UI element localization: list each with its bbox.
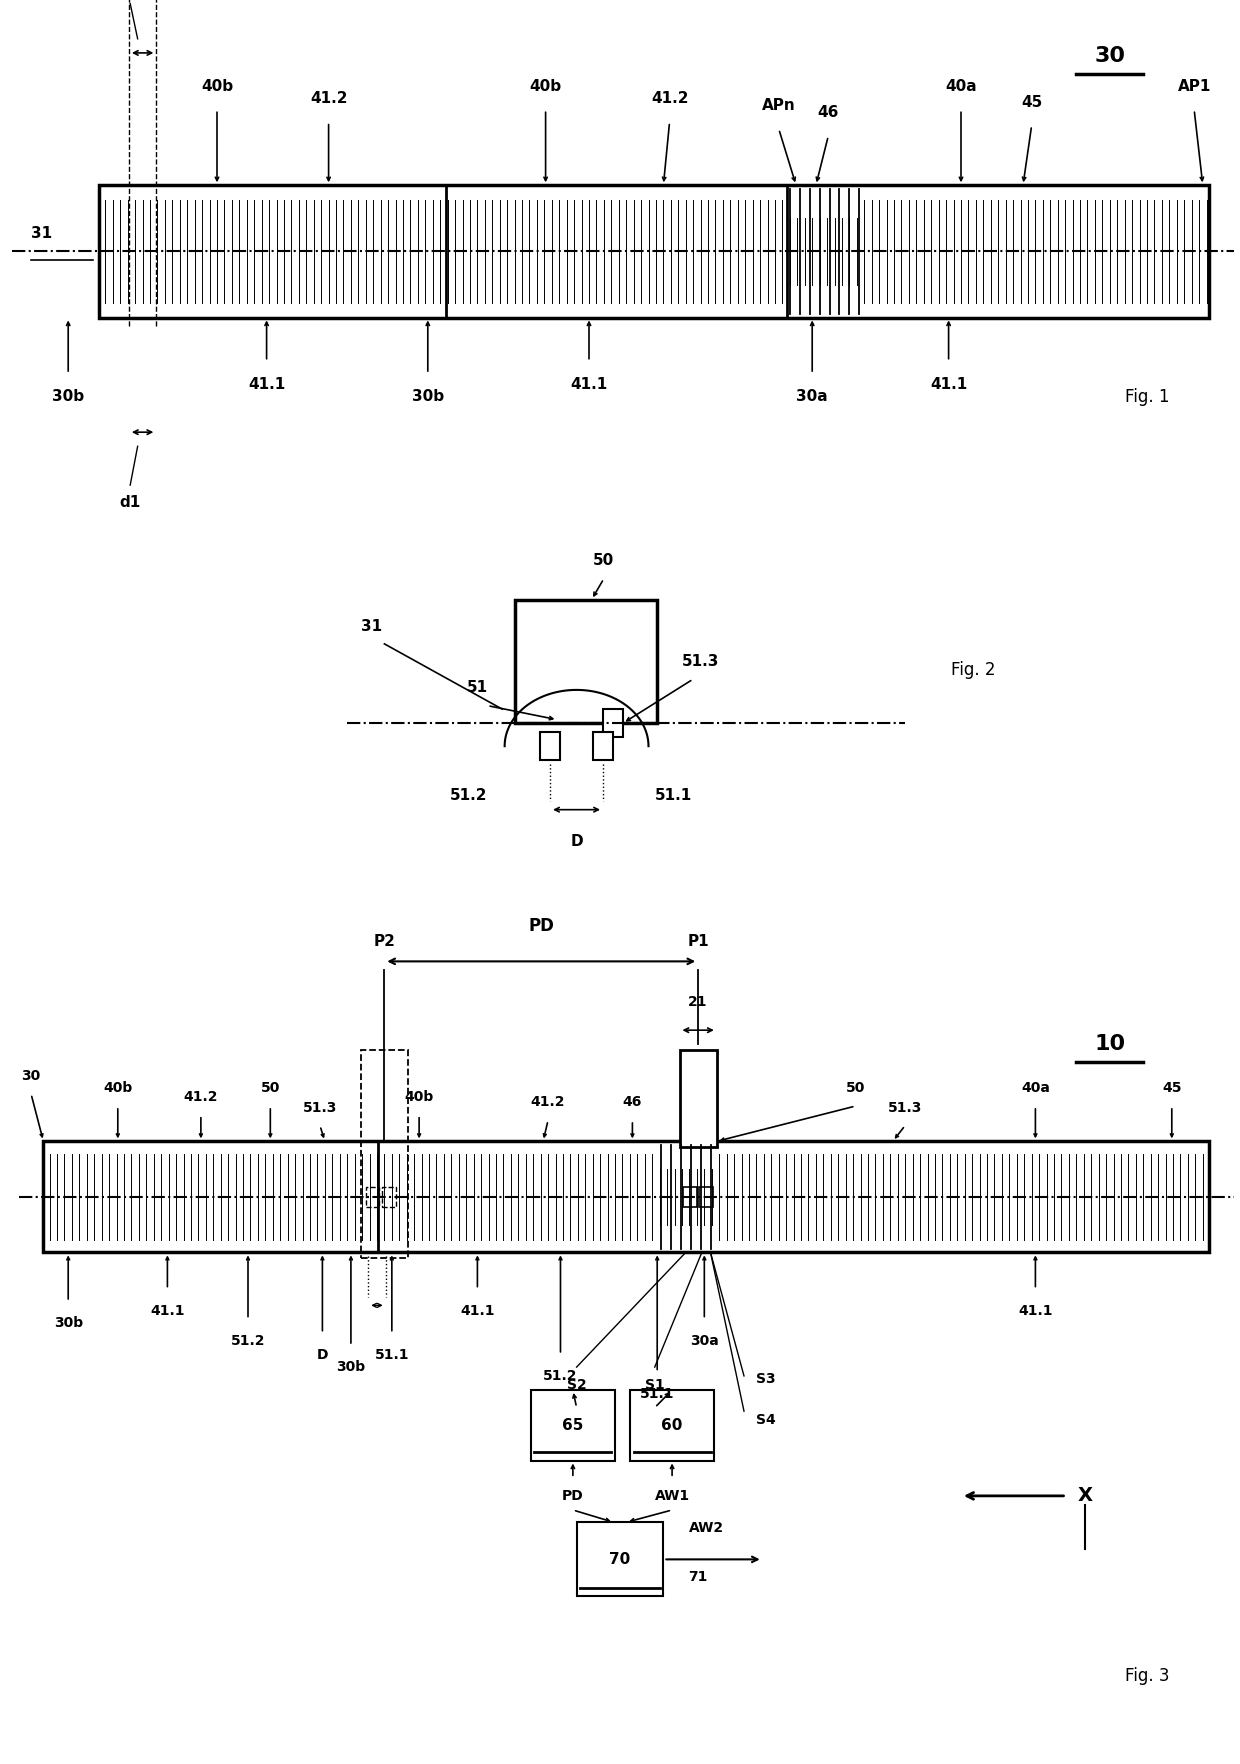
Text: 51.2: 51.2: [450, 789, 487, 803]
Text: d1: d1: [119, 496, 141, 510]
Text: 40a: 40a: [945, 79, 977, 93]
Text: 31: 31: [361, 619, 383, 633]
Text: 30b: 30b: [52, 390, 84, 404]
Text: 51.2: 51.2: [543, 1369, 578, 1383]
Bar: [531, 1390, 615, 1461]
Text: 21: 21: [688, 995, 708, 1009]
Text: 40b: 40b: [103, 1081, 133, 1095]
Text: 51.1: 51.1: [655, 789, 692, 803]
Text: 51.1: 51.1: [640, 1387, 675, 1401]
Bar: [541, 732, 560, 760]
Text: 51.3: 51.3: [682, 654, 719, 669]
Text: 41.1: 41.1: [460, 1304, 495, 1318]
Text: 46: 46: [622, 1095, 642, 1110]
Text: 41.2: 41.2: [651, 92, 688, 106]
Bar: [603, 709, 622, 737]
Bar: [680, 1050, 717, 1147]
Bar: [366, 1187, 379, 1207]
Text: 10: 10: [1094, 1034, 1126, 1055]
Text: 50: 50: [593, 554, 615, 568]
Text: 60: 60: [661, 1418, 683, 1432]
Bar: [99, 185, 1209, 318]
Text: 41.1: 41.1: [570, 377, 608, 392]
Text: Fig. 1: Fig. 1: [1125, 388, 1169, 406]
Text: 51.2: 51.2: [231, 1334, 265, 1348]
Text: 71: 71: [688, 1570, 708, 1584]
Bar: [515, 600, 657, 723]
Text: Fig. 3: Fig. 3: [1125, 1667, 1169, 1685]
Text: 40a: 40a: [1021, 1081, 1050, 1095]
Text: 46: 46: [817, 106, 839, 120]
Text: S3: S3: [756, 1372, 776, 1387]
Text: 41.2: 41.2: [310, 92, 347, 106]
Text: P2: P2: [373, 935, 396, 949]
Text: 30a: 30a: [796, 390, 828, 404]
Text: D: D: [570, 834, 583, 848]
Text: 30b: 30b: [336, 1360, 366, 1374]
Text: 40b: 40b: [404, 1090, 434, 1104]
Text: S4: S4: [756, 1413, 776, 1427]
Bar: [593, 732, 613, 760]
Text: P1: P1: [687, 935, 709, 949]
Text: 41.2: 41.2: [184, 1090, 218, 1104]
Text: 51: 51: [466, 681, 489, 695]
Text: 45: 45: [1021, 95, 1043, 109]
Text: 70: 70: [609, 1552, 631, 1566]
Bar: [577, 1522, 663, 1596]
Text: 65: 65: [562, 1418, 584, 1432]
Text: 51.3: 51.3: [303, 1101, 337, 1115]
Text: 30b: 30b: [53, 1316, 83, 1330]
Text: 50: 50: [260, 1081, 280, 1095]
Text: 30a: 30a: [689, 1334, 719, 1348]
Text: 30: 30: [21, 1069, 41, 1083]
Text: 30b: 30b: [412, 390, 444, 404]
Text: PD: PD: [562, 1489, 584, 1503]
Bar: [43, 1141, 1209, 1252]
Bar: [382, 1187, 396, 1207]
Text: 40b: 40b: [201, 79, 233, 93]
Bar: [699, 1187, 713, 1207]
Text: 40b: 40b: [529, 79, 562, 93]
Text: S2: S2: [567, 1378, 587, 1392]
Text: 50: 50: [846, 1081, 866, 1095]
Text: D: D: [316, 1348, 329, 1362]
Text: AW2: AW2: [689, 1521, 724, 1535]
Bar: [683, 1187, 697, 1207]
Text: 51.1: 51.1: [374, 1348, 409, 1362]
Text: X: X: [1078, 1487, 1092, 1505]
Text: 31: 31: [31, 226, 52, 242]
Text: 51.3: 51.3: [888, 1101, 923, 1115]
Text: AP1: AP1: [1178, 79, 1210, 93]
Text: 41.1: 41.1: [930, 377, 967, 392]
Text: 41.1: 41.1: [248, 377, 285, 392]
Text: 41.1: 41.1: [150, 1304, 185, 1318]
Text: S1: S1: [645, 1378, 665, 1392]
Bar: [630, 1390, 714, 1461]
Text: 45: 45: [1162, 1081, 1182, 1095]
Text: APn: APn: [761, 99, 796, 113]
Text: 41.1: 41.1: [1018, 1304, 1053, 1318]
Text: PD: PD: [528, 917, 554, 935]
Bar: [361, 1050, 408, 1258]
Text: AW1: AW1: [655, 1489, 689, 1503]
Text: 41.2: 41.2: [531, 1095, 565, 1110]
Text: 30: 30: [1094, 46, 1126, 67]
Text: Fig. 2: Fig. 2: [951, 662, 996, 679]
